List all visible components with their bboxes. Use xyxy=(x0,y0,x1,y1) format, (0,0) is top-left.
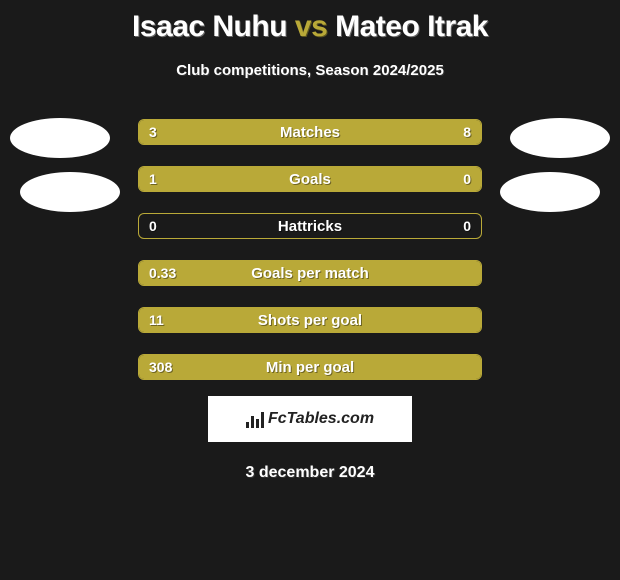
stat-metric-label: Goals per match xyxy=(139,261,481,285)
player2-name: Mateo Itrak xyxy=(335,10,488,43)
generation-date: 3 december 2024 xyxy=(0,464,620,482)
stat-row: 0.33Goals per match xyxy=(138,260,482,286)
player1-avatar-bottom xyxy=(20,172,120,212)
stat-row: 10Goals xyxy=(138,166,482,192)
comparison-title: Isaac Nuhu vs Mateo Itrak xyxy=(0,0,620,44)
stat-metric-label: Shots per goal xyxy=(139,308,481,332)
player1-name: Isaac Nuhu xyxy=(132,10,287,43)
player2-avatar-top xyxy=(510,118,610,158)
stat-metric-label: Min per goal xyxy=(139,355,481,379)
stat-row: 38Matches xyxy=(138,119,482,145)
stat-metric-label: Goals xyxy=(139,167,481,191)
logo-bars-icon xyxy=(246,410,264,428)
stat-row: 11Shots per goal xyxy=(138,307,482,333)
player2-avatar-bottom xyxy=(500,172,600,212)
subtitle: Club competitions, Season 2024/2025 xyxy=(0,62,620,79)
stat-metric-label: Hattricks xyxy=(139,214,481,238)
vs-separator: vs xyxy=(295,10,327,43)
stat-metric-label: Matches xyxy=(139,120,481,144)
player1-avatar-top xyxy=(10,118,110,158)
stat-row: 308Min per goal xyxy=(138,354,482,380)
fctables-logo: FcTables.com xyxy=(208,396,412,442)
stats-container: 38Matches 10Goals 00Hattricks 0.33Goals per… xyxy=(0,119,620,380)
stat-row: 00Hattricks xyxy=(138,213,482,239)
logo-text: FcTables.com xyxy=(268,410,374,428)
